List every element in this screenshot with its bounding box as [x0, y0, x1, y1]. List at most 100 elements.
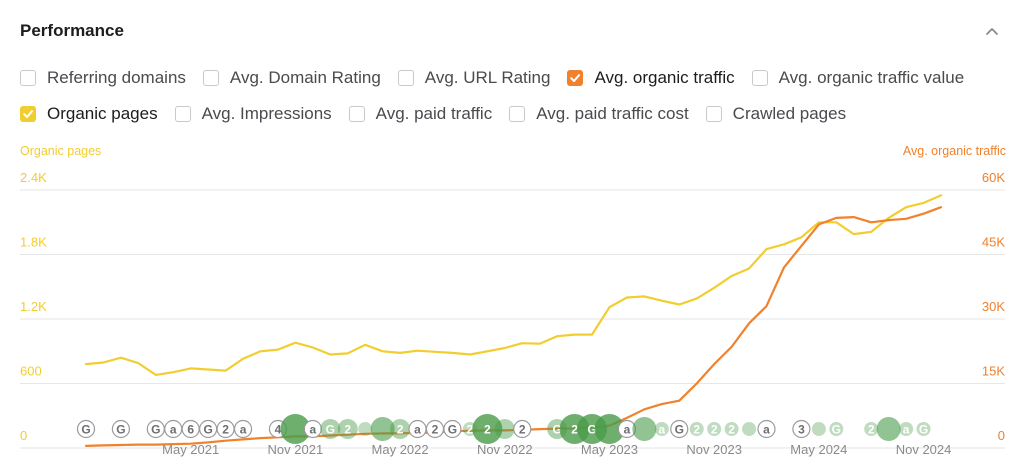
annotation-label: 6: [187, 423, 194, 437]
left-tick-label: 600: [20, 364, 42, 379]
annotation-marker[interactable]: [916, 422, 931, 436]
annotation-label: 3: [798, 423, 805, 437]
metric-checkbox[interactable]: [397, 70, 414, 86]
x-tick-label: May 2021: [162, 442, 219, 457]
x-tick-label: Nov 2024: [896, 442, 952, 457]
metric-referring-domains[interactable]: Referring domains: [20, 68, 186, 88]
metric-label: Avg. Impressions: [201, 104, 332, 123]
metric-label: Avg. organic traffic value: [778, 68, 965, 87]
annotation-label: 2: [571, 423, 578, 437]
metric-checkbox[interactable]: [705, 106, 722, 122]
right-tick-label: 45K: [982, 235, 1005, 250]
metric-avg-url-rating[interactable]: Avg. URL Rating: [397, 68, 550, 88]
annotation-marker[interactable]: [742, 422, 757, 436]
annotation-marker[interactable]: [472, 414, 503, 444]
section-title: Performance: [20, 21, 124, 40]
metric-label: Avg. organic traffic: [594, 68, 735, 87]
annotation-marker[interactable]: [792, 419, 811, 439]
annotation-label: G: [919, 423, 928, 437]
left-tick-label: 1.8K: [20, 235, 47, 250]
collapse-button[interactable]: [980, 20, 1004, 44]
metric-checkbox[interactable]: [751, 70, 768, 86]
annotation-marker[interactable]: [864, 422, 879, 436]
annotation-marker[interactable]: [829, 422, 844, 436]
annotation-marker[interactable]: [358, 422, 373, 436]
annotation-label: a: [624, 423, 631, 437]
annotation-marker[interactable]: [689, 422, 704, 436]
metric-checkbox[interactable]: [509, 106, 526, 122]
annotation-label: 2: [868, 423, 875, 437]
annotation-label: a: [309, 423, 316, 437]
annotation-label: G: [81, 423, 90, 437]
metric-avg-paid-traffic[interactable]: Avg. paid traffic: [348, 104, 493, 124]
metric-avg-impressions[interactable]: Avg. Impressions: [174, 104, 332, 124]
annotation-label: G: [832, 423, 841, 437]
metric-label: Avg. paid traffic: [375, 104, 493, 123]
metric-checkbox[interactable]: [174, 106, 191, 122]
annotation-label: 2: [484, 423, 491, 437]
metric-label: Crawled pages: [732, 104, 847, 123]
annotation-marker[interactable]: [390, 419, 411, 439]
annotation-marker[interactable]: [76, 419, 96, 439]
annotation-label: G: [675, 423, 684, 437]
right-tick-label: 0: [998, 428, 1005, 443]
metric-avg-organic-traffic[interactable]: Avg. organic traffic: [567, 68, 735, 88]
annotation-marker[interactable]: [111, 419, 130, 439]
annotation-marker[interactable]: [303, 419, 322, 439]
metric-avg-organic-traffic-value[interactable]: Avg. organic traffic value: [751, 68, 965, 88]
annotation-marker[interactable]: [280, 414, 311, 444]
annotation-label: G: [587, 423, 596, 437]
metric-label: Avg. paid traffic cost: [536, 104, 689, 123]
left-tick-label: 0: [20, 428, 27, 443]
annotation-marker[interactable]: [594, 414, 625, 444]
annotation-marker[interactable]: [320, 419, 341, 439]
annotation-marker[interactable]: [876, 417, 901, 441]
annotation-marker[interactable]: [513, 419, 532, 439]
organic-traffic-line[interactable]: [84, 206, 943, 447]
chevron-up-icon: [986, 28, 998, 35]
annotation-marker[interactable]: [757, 419, 776, 439]
annotation-label: 2: [693, 423, 700, 437]
annotation-marker[interactable]: [443, 419, 462, 439]
right-tick-label: 60K: [982, 170, 1005, 185]
annotation-marker[interactable]: [899, 422, 914, 436]
annotation-marker[interactable]: [370, 417, 395, 441]
x-tick-label: May 2023: [581, 442, 638, 457]
metric-checkbox[interactable]: [567, 70, 584, 86]
metric-organic-pages[interactable]: Organic pages: [20, 104, 158, 124]
right-tick-label: 15K: [982, 364, 1005, 379]
checkmark-icon: [23, 110, 33, 118]
annotation-label: G: [448, 423, 457, 437]
metric-label: Avg. Domain Rating: [229, 68, 381, 87]
annotation-label: G: [116, 423, 125, 437]
annotation-marker[interactable]: [494, 419, 515, 439]
metric-label: Organic pages: [47, 104, 158, 123]
metric-avg-paid-traffic-cost[interactable]: Avg. paid traffic cost: [509, 104, 689, 124]
annotation-label: a: [414, 423, 421, 437]
annotation-label: 2: [432, 423, 439, 437]
annotation-marker[interactable]: [724, 422, 739, 436]
organic-pages-line[interactable]: [84, 194, 943, 376]
annotation-marker[interactable]: [707, 422, 722, 436]
annotation-marker[interactable]: [632, 417, 657, 441]
annotation-label: G: [203, 423, 212, 437]
annotation-label: a: [903, 423, 910, 437]
x-tick-label: May 2022: [372, 442, 429, 457]
annotation-marker[interactable]: [670, 419, 689, 439]
annotation-marker[interactable]: [233, 419, 253, 439]
annotation-label: a: [170, 423, 177, 437]
annotation-marker[interactable]: [654, 422, 669, 436]
annotation-label: G: [552, 423, 561, 437]
metric-avg-domain-rating[interactable]: Avg. Domain Rating: [202, 68, 381, 88]
checkmark-icon: [570, 74, 581, 82]
annotation-marker[interactable]: [337, 419, 358, 439]
metric-crawled-pages[interactable]: Crawled pages: [705, 104, 847, 124]
annotation-marker[interactable]: [811, 422, 826, 436]
metric-checkbox[interactable]: [20, 106, 36, 122]
left-tick-label: 2.4K: [20, 170, 47, 185]
annotation-label: 2: [344, 423, 351, 437]
metric-checkbox[interactable]: [348, 106, 365, 122]
metric-checkbox[interactable]: [202, 70, 219, 86]
performance-chart[interactable]: 0 0 600 15K 1.2K 30K 1.8K 45K 2.4K 60K May 2021 Nov…: [0, 160, 1024, 471]
metric-checkbox[interactable]: [20, 70, 36, 86]
